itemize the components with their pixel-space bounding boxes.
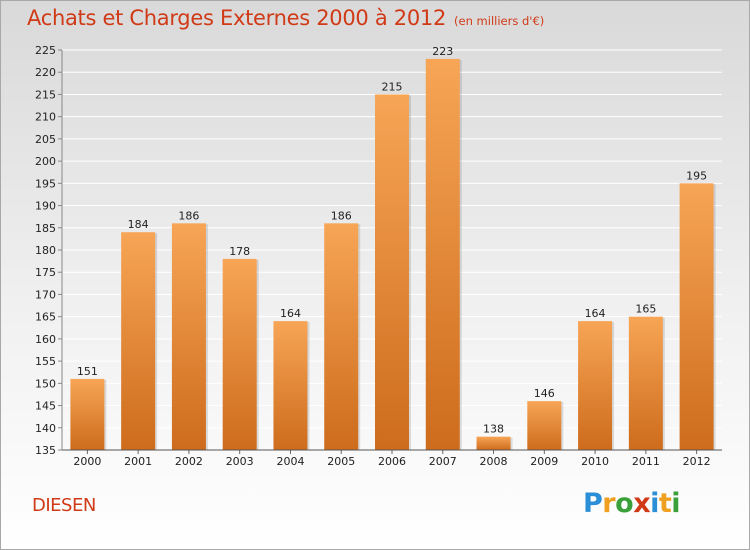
proxiti-logo[interactable]: Proxiti bbox=[583, 488, 681, 519]
bar-2000 bbox=[70, 378, 105, 450]
commune-name: DIESEN bbox=[32, 495, 96, 516]
chart-title-text: Achats et Charges Externes 2000 à 2012 bbox=[27, 6, 447, 30]
y-tick-label: 225 bbox=[35, 44, 56, 57]
x-tick-label-2012: 2012 bbox=[683, 455, 711, 468]
bars bbox=[70, 58, 716, 451]
data-label-2012: 195 bbox=[686, 169, 707, 182]
x-tick-label-2001: 2001 bbox=[124, 455, 152, 468]
data-labels: 151 184 186 178 164 186 215 223 138 146 164 165 195 bbox=[77, 45, 707, 436]
logo-letter: i bbox=[650, 488, 659, 519]
y-tick-label: 150 bbox=[35, 377, 56, 390]
x-tick-label-2010: 2010 bbox=[581, 455, 609, 468]
bar-2010 bbox=[578, 321, 613, 450]
bar-2008 bbox=[476, 436, 511, 450]
bar-2003 bbox=[222, 258, 257, 450]
y-tick-label: 195 bbox=[35, 177, 56, 190]
y-tick-label: 220 bbox=[35, 66, 56, 79]
y-tick-label: 200 bbox=[35, 155, 56, 168]
y-tick-label: 190 bbox=[35, 200, 56, 213]
x-tick-label-2008: 2008 bbox=[480, 455, 508, 468]
y-tick-label: 135 bbox=[35, 444, 56, 457]
x-tick-label-2003: 2003 bbox=[226, 455, 254, 468]
x-tick-label-2004: 2004 bbox=[276, 455, 304, 468]
logo-letter: x bbox=[633, 488, 651, 519]
data-label-2011: 165 bbox=[635, 303, 656, 316]
bar-2004 bbox=[273, 321, 308, 450]
data-label-2003: 178 bbox=[229, 245, 250, 258]
y-tick-label: 160 bbox=[35, 333, 56, 346]
y-tick-label: 165 bbox=[35, 311, 56, 324]
x-tick-label-2000: 2000 bbox=[73, 455, 101, 468]
x-tick-label-2009: 2009 bbox=[530, 455, 558, 468]
y-tick-label: 210 bbox=[35, 111, 56, 124]
logo-letter: o bbox=[615, 488, 634, 519]
bar-2006 bbox=[375, 94, 409, 450]
bar-2001 bbox=[121, 232, 156, 450]
x-axis-ticks: 2000 2001 2002 2003 2004 2005 2006 2007 2008 2009… bbox=[73, 450, 711, 468]
data-label-2006: 215 bbox=[382, 80, 403, 93]
bar-2011 bbox=[628, 316, 663, 450]
data-label-2007: 223 bbox=[432, 45, 453, 58]
logo-letter: P bbox=[583, 488, 603, 519]
bar-2007 bbox=[425, 58, 460, 451]
logo-letter: t bbox=[658, 488, 672, 519]
data-label-2005: 186 bbox=[331, 209, 352, 222]
bar-2012 bbox=[679, 183, 714, 451]
x-tick-label-2005: 2005 bbox=[327, 455, 355, 468]
y-tick-label: 175 bbox=[35, 266, 56, 279]
logo-letter: r bbox=[602, 488, 616, 519]
bar-2009 bbox=[527, 401, 562, 450]
x-tick-label-2011: 2011 bbox=[632, 455, 660, 468]
y-tick-label: 170 bbox=[35, 288, 56, 301]
y-tick-label: 180 bbox=[35, 244, 56, 257]
data-label-2001: 184 bbox=[128, 218, 149, 231]
bar-2005 bbox=[324, 223, 359, 450]
bar-2002 bbox=[171, 223, 206, 450]
data-label-2004: 164 bbox=[280, 307, 301, 320]
y-tick-label: 140 bbox=[35, 422, 56, 435]
y-tick-label: 185 bbox=[35, 222, 56, 235]
data-label-2008: 138 bbox=[483, 423, 504, 436]
data-label-2009: 146 bbox=[534, 387, 555, 400]
y-tick-label: 155 bbox=[35, 355, 56, 368]
y-axis-ticks: 135 140 145 150 155 160 165 170 175 180 185 190 195 2… bbox=[35, 44, 62, 457]
data-label-2000: 151 bbox=[77, 365, 98, 378]
x-tick-label-2007: 2007 bbox=[429, 455, 457, 468]
logo-letter: i bbox=[671, 488, 681, 519]
data-label-2010: 164 bbox=[585, 307, 606, 320]
y-tick-label: 215 bbox=[35, 88, 56, 101]
x-tick-label-2002: 2002 bbox=[175, 455, 203, 468]
chart-subtitle: (en milliers d'€) bbox=[454, 14, 545, 28]
y-tick-label: 145 bbox=[35, 400, 56, 413]
data-label-2002: 186 bbox=[178, 209, 199, 222]
x-tick-label-2006: 2006 bbox=[378, 455, 406, 468]
chart-title: Achats et Charges Externes 2000 à 2012 (e… bbox=[27, 6, 544, 30]
y-tick-label: 205 bbox=[35, 133, 56, 146]
